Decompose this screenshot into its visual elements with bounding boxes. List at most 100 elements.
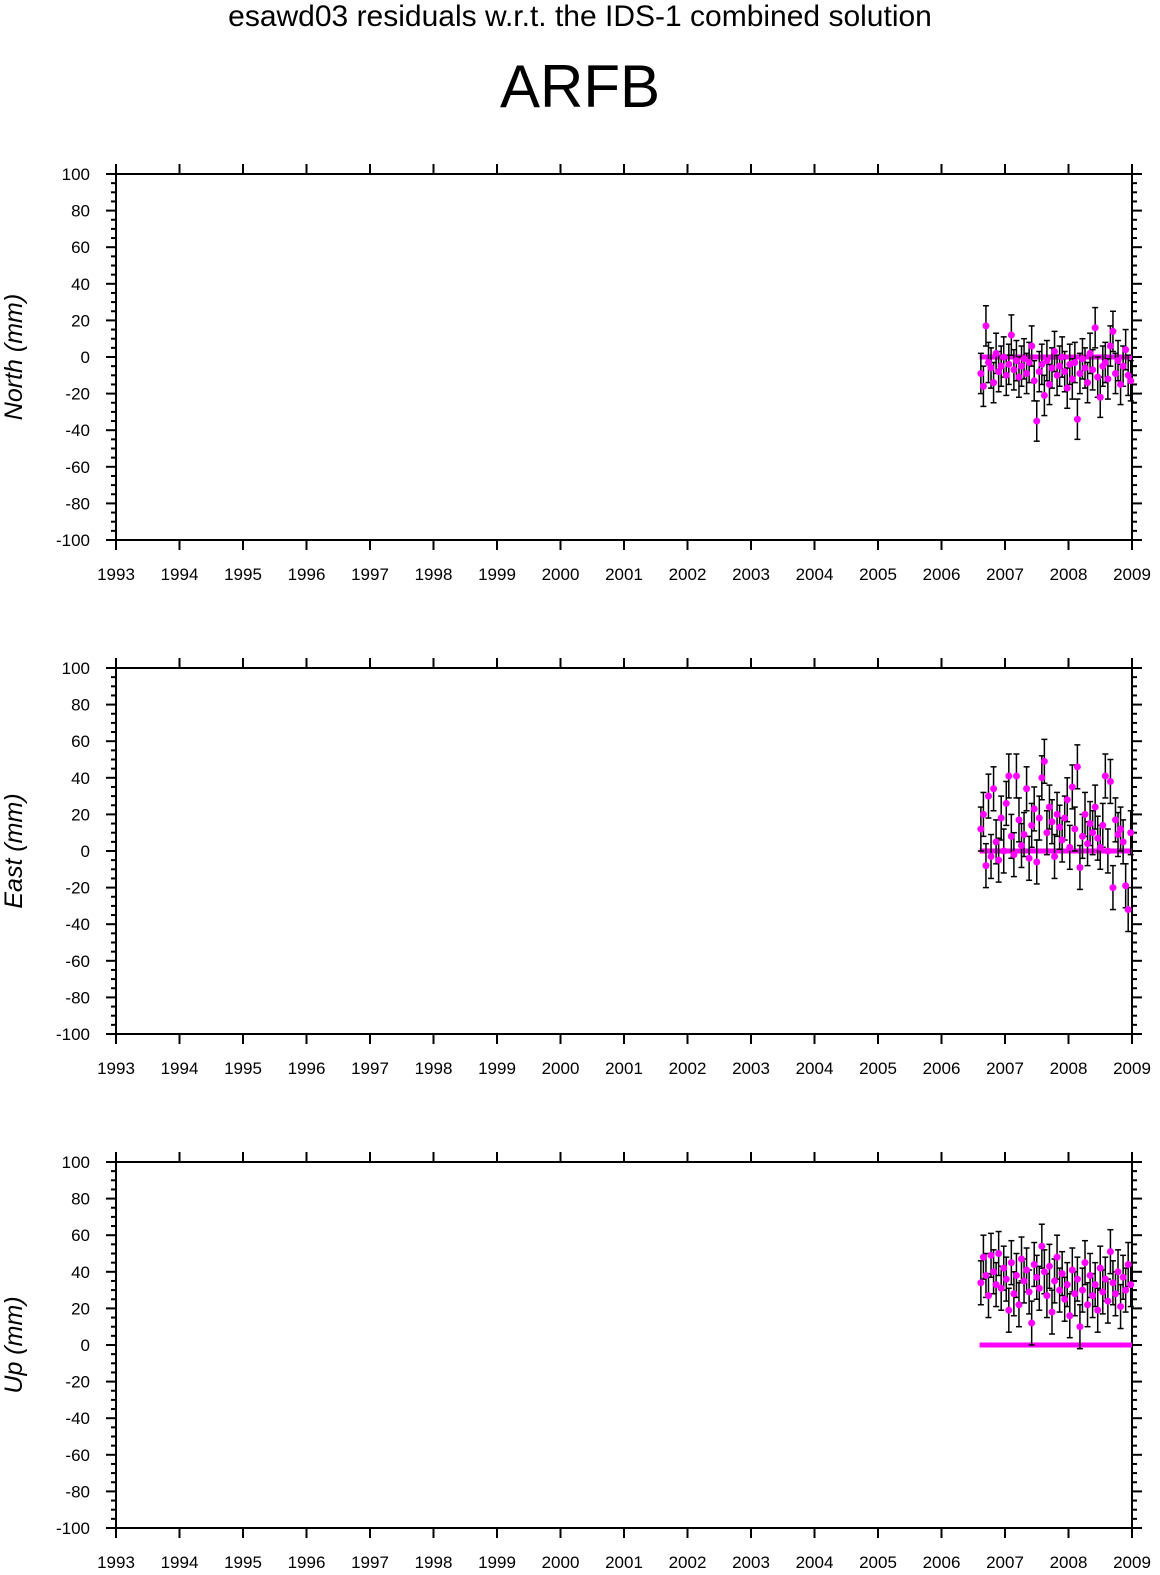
data-point [1015, 1301, 1023, 1309]
data-point [1073, 415, 1081, 423]
data-point [1000, 847, 1008, 855]
y-tick-label: 0 [81, 348, 90, 367]
data-point [992, 349, 1000, 357]
data-point [979, 810, 987, 818]
y-axis-title: North (mm) [0, 294, 28, 420]
data-point [1040, 757, 1048, 765]
x-tick-label: 1993 [97, 1059, 135, 1078]
data-point [1099, 1288, 1107, 1296]
data-point [1068, 783, 1076, 791]
y-tick-label: -80 [65, 494, 90, 513]
data-point [1091, 1281, 1099, 1289]
y-tick-label: 60 [71, 238, 90, 257]
data-point [1025, 1288, 1033, 1296]
data-point [1035, 1284, 1043, 1292]
data-point [1081, 810, 1089, 818]
y-tick-label: 80 [71, 202, 90, 221]
data-point [1101, 1275, 1109, 1283]
y-tick-label: -20 [65, 1373, 90, 1392]
y-tick-label: 60 [71, 732, 90, 751]
x-tick-label: 2002 [669, 1059, 707, 1078]
data-point [1053, 371, 1061, 379]
data-point [1106, 1248, 1114, 1256]
data-point [1018, 842, 1026, 850]
data-point [1048, 818, 1056, 826]
data-point [1089, 1292, 1097, 1300]
data-point [1127, 829, 1135, 837]
x-tick-label: 1996 [288, 1553, 326, 1572]
x-tick-label: 2003 [732, 1553, 770, 1572]
data-point [1038, 774, 1046, 782]
y-tick-label: -40 [65, 1409, 90, 1428]
data-point [1002, 1275, 1010, 1283]
data-point [1066, 1312, 1074, 1320]
data-point [1068, 375, 1076, 383]
data-point [997, 1284, 1005, 1292]
y-axis-title: Up (mm) [0, 1296, 28, 1393]
data-point [1007, 832, 1015, 840]
data-point [992, 838, 1000, 846]
data-point [1015, 373, 1023, 381]
data-point [1109, 1279, 1117, 1287]
data-point [1111, 369, 1119, 377]
data-point [1094, 834, 1102, 842]
y-tick-label: 40 [71, 275, 90, 294]
x-tick-label: 2006 [923, 565, 961, 584]
data-point [1111, 1290, 1119, 1298]
x-tick-label: 2004 [796, 1553, 834, 1572]
x-tick-label: 2005 [859, 1059, 897, 1078]
data-point [1020, 1277, 1028, 1285]
data-point [1012, 357, 1020, 365]
data-point [1056, 823, 1064, 831]
data-point [1122, 346, 1130, 354]
x-tick-label: 2009 [1113, 1553, 1151, 1572]
y-tick-label: 40 [71, 769, 90, 788]
data-point [982, 322, 990, 330]
y-tick-label: -20 [65, 879, 90, 898]
x-tick-label: 1994 [161, 1553, 199, 1572]
data-point [982, 862, 990, 870]
data-point [987, 852, 995, 860]
x-tick-label: 1999 [478, 565, 516, 584]
data-point [1035, 368, 1043, 376]
data-point [1045, 1262, 1053, 1270]
x-tick-label: 1993 [97, 1553, 135, 1572]
x-tick-label: 1995 [224, 565, 262, 584]
data-point [982, 1271, 990, 1279]
figure-title: esawd03 residuals w.r.t. the IDS-1 combi… [228, 0, 932, 33]
data-point [977, 1279, 985, 1287]
data-point [1058, 1270, 1066, 1278]
data-point [1084, 840, 1092, 848]
data-point [1002, 799, 1010, 807]
data-point [1020, 355, 1028, 363]
x-tick-label: 2009 [1113, 1059, 1151, 1078]
data-point [984, 1292, 992, 1300]
data-point [1127, 377, 1135, 385]
data-point [1084, 1301, 1092, 1309]
data-point [1053, 810, 1061, 818]
x-tick-label: 2002 [669, 1553, 707, 1572]
data-point [1028, 1319, 1036, 1327]
data-point [990, 379, 998, 387]
data-point [1045, 803, 1053, 811]
data-point [1104, 375, 1112, 383]
y-tick-label: -60 [65, 458, 90, 477]
y-tick-label: 80 [71, 1190, 90, 1209]
data-point [1020, 831, 1028, 839]
data-point [1005, 772, 1013, 780]
data-point [1030, 1260, 1038, 1268]
y-tick-label: -20 [65, 385, 90, 404]
data-point [1051, 1277, 1059, 1285]
data-point [995, 368, 1003, 376]
data-point [1018, 362, 1026, 370]
x-tick-label: 2000 [542, 565, 580, 584]
data-point [1038, 1242, 1046, 1250]
y-tick-label: 0 [81, 1336, 90, 1355]
data-point [997, 814, 1005, 822]
data-point [1119, 362, 1127, 370]
data-point [1063, 1281, 1071, 1289]
data-point [1007, 331, 1015, 339]
data-point [1117, 1303, 1125, 1311]
data-point [1076, 1323, 1084, 1331]
data-point [1111, 816, 1119, 824]
